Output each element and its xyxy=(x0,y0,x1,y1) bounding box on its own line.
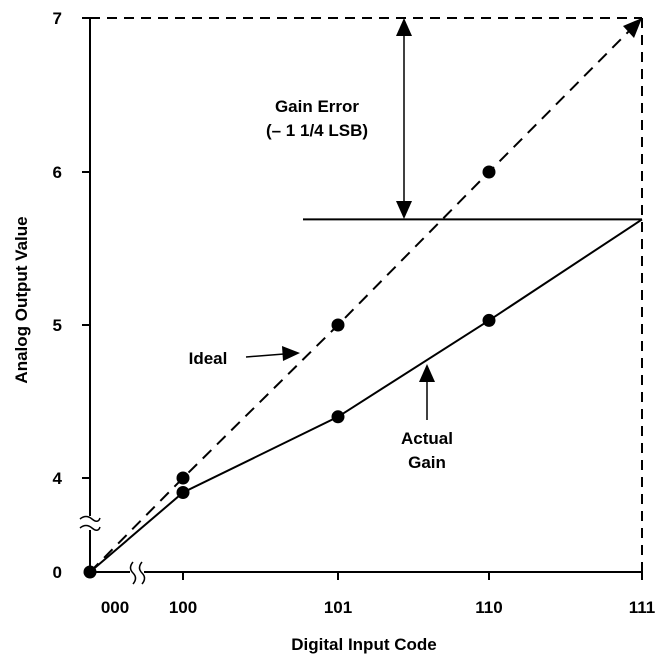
actual-pointer-head xyxy=(419,364,435,382)
tick-group: 0 4 5 6 7 000 100 101 110 111 xyxy=(53,9,656,617)
ideal-end-arrowhead xyxy=(623,18,642,38)
marker-group xyxy=(83,165,496,579)
x-axis-title: Digital Input Code xyxy=(291,635,436,654)
y-axis-break-mark-top xyxy=(79,515,101,522)
x-tick-label-111: 111 xyxy=(629,598,656,617)
marker-actual-110 xyxy=(482,313,496,327)
gain-error-label-line2: (– 1 1/4 LSB) xyxy=(266,121,368,140)
gain-error-arrowhead-top xyxy=(396,18,412,36)
y-tick-label-6: 6 xyxy=(53,163,62,182)
marker-actual-100 xyxy=(176,486,190,499)
y-tick-label-4: 4 xyxy=(53,469,63,488)
series-group xyxy=(89,17,643,573)
y-tick-label-7: 7 xyxy=(53,9,62,28)
gain-error-label-line1: Gain Error xyxy=(275,97,359,116)
y-axis-break-gap xyxy=(82,516,98,530)
gain-error-arrowhead-bottom xyxy=(396,201,412,219)
x-tick-label-100: 100 xyxy=(169,598,197,617)
series-line-actual xyxy=(89,218,643,573)
x-tick-label-110: 110 xyxy=(475,598,502,617)
y-axis-title: Analog Output Value xyxy=(12,216,31,383)
marker-actual-101 xyxy=(331,410,345,424)
annotation-group xyxy=(245,18,642,420)
actual-gain-label-line1: Actual xyxy=(401,429,453,448)
x-tick-label-000: 000 xyxy=(101,598,129,617)
marker-actual-000 xyxy=(83,565,97,579)
x-tick-label-101: 101 xyxy=(324,598,352,617)
marker-ideal-101 xyxy=(331,318,345,332)
x-axis-break-gap xyxy=(130,564,144,580)
ideal-pointer-head xyxy=(282,346,300,361)
y-axis-break-mark-bottom xyxy=(79,524,101,531)
x-axis-break-mark-left xyxy=(129,561,137,585)
marker-ideal-100 xyxy=(176,471,190,485)
x-axis-break-mark-right xyxy=(138,561,146,585)
series-line-ideal xyxy=(89,17,643,573)
y-tick-label-5: 5 xyxy=(53,316,62,335)
y-tick-label-0: 0 xyxy=(53,563,62,582)
ideal-label: Ideal xyxy=(189,349,228,368)
actual-gain-label-line2: Gain xyxy=(408,453,446,472)
ideal-pointer-shaft xyxy=(245,353,285,358)
marker-ideal-110 xyxy=(482,165,496,179)
